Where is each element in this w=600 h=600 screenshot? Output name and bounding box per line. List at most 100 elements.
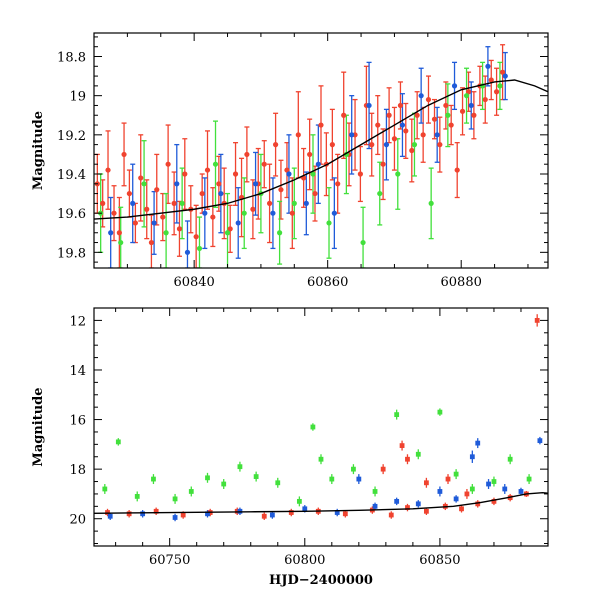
data-point-blue [252,181,259,187]
data-point-red [341,112,347,118]
data-point-blue [366,102,372,109]
data-point-red [284,167,290,173]
data-point-red [443,102,449,109]
bottom-ticks: 60750 60800 60850 12 14 16 18 20 [69,307,549,568]
data-point-red [153,508,159,514]
data-point-green [372,489,378,494]
data-point-red [261,513,267,519]
data-point-green [310,424,316,430]
y-tick-label: 19 [69,90,86,105]
data-point-blue [451,83,458,89]
data-point-blue [174,181,180,187]
data-point-red [176,226,183,232]
data-point-red [500,69,506,75]
data-point-blue [202,210,208,216]
data-point-red [369,142,375,148]
x-tick-label: 60750 [149,553,190,568]
data-point-blue [486,481,491,487]
data-point-red [388,512,394,518]
data-point-green [115,439,121,445]
data-point-green [277,230,283,236]
data-point-blue [518,489,524,494]
data-point-red [250,206,256,212]
data-point-green [224,230,231,236]
data-point-red [288,510,294,515]
data-point-green [507,456,513,462]
data-point-red [493,89,500,95]
data-point-blue [469,454,475,460]
data-point-green [163,230,169,236]
data-point-green [118,239,124,246]
data-point-red [180,512,186,518]
bottom-panel: 60750 60800 60850 12 14 16 18 20 Magnitude HJD−… [31,307,549,588]
data-point-red [261,161,267,167]
data-point-green [329,476,335,482]
data-point-green [491,479,497,484]
data-point-red [182,171,188,177]
data-point-blue [537,438,543,444]
data-point-red [278,187,284,193]
data-point-green [275,480,281,486]
data-point-red [459,506,464,512]
data-point-green [221,481,227,487]
top-errorbars [94,44,508,268]
data-point-green [318,456,324,462]
data-point-blue [151,220,157,226]
data-point-red [210,214,216,220]
data-point-red [391,136,398,142]
data-point-red [425,96,432,103]
data-point-red [405,456,410,462]
data-point-red [335,181,341,187]
data-point-red [312,190,318,197]
y-tick-label: 19.6 [57,207,86,222]
data-point-blue [349,132,355,138]
data-point-green [469,486,475,492]
x-tick-label: 60880 [441,275,482,290]
bottom-fit-curve [94,491,548,514]
data-point-green [241,210,247,216]
data-point-red [160,214,166,220]
data-point-red [437,142,443,148]
y-tick-label: 14 [69,364,86,379]
data-point-red [448,122,454,128]
data-point-red [488,77,494,83]
data-point-red [154,187,160,193]
data-point-green [497,83,503,89]
data-point-red [100,200,106,206]
data-point-blue [468,102,474,109]
data-point-blue [372,503,378,509]
data-point-red [405,505,410,510]
data-point-red [380,161,386,167]
data-point-red [534,317,540,323]
data-point-red [399,443,405,448]
data-point-green [437,409,443,415]
y-tick-label: 18.8 [57,51,86,66]
data-point-blue [434,132,440,138]
data-point-red [465,89,472,95]
top-points [94,63,508,255]
data-point-green [415,451,421,457]
data-point-red [482,96,488,103]
data-point-blue [270,210,276,216]
data-point-red [105,167,111,173]
data-point-green [351,466,356,472]
data-point-red [464,491,470,497]
data-point-red [307,151,313,158]
data-point-green [411,142,418,148]
data-point-red [491,498,497,504]
data-point-green [296,498,302,504]
data-point-red [126,511,132,517]
data-point-green [326,220,332,226]
data-point-red [471,112,477,118]
x-tick-label: 60800 [284,553,325,568]
data-point-blue [184,249,191,255]
data-point-green [291,200,297,206]
data-point-red [342,511,348,517]
y-tick-label: 20 [69,513,86,528]
data-point-red [318,122,324,128]
data-point-blue [485,63,491,69]
data-point-red [171,200,177,206]
data-point-red [126,190,132,197]
data-point-blue [218,190,224,197]
data-point-red [459,108,466,114]
